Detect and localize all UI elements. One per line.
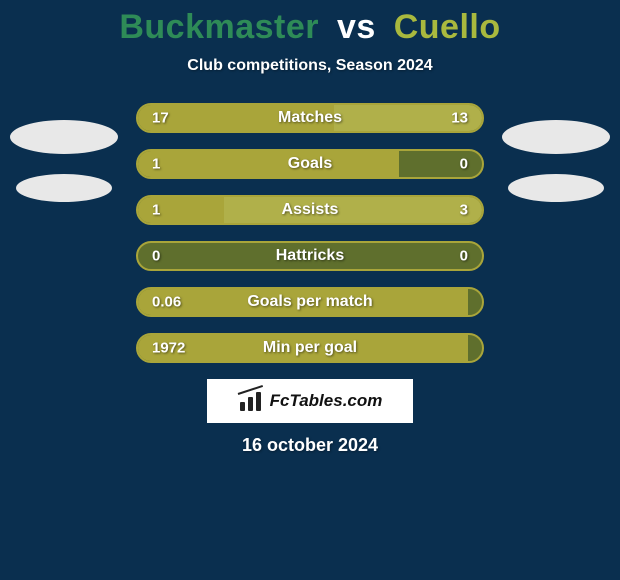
stat-row: 1972Min per goal [136,333,484,363]
stat-bar-left [138,197,224,223]
stats-list: 17Matches131Goals01Assists30Hattricks00.… [0,103,620,363]
stat-row: 0.06Goals per match [136,287,484,317]
stat-row: 1Goals0 [136,149,484,179]
comparison-card: Buckmaster vs Cuello Club competitions, … [0,0,620,580]
stat-bar-left [138,105,334,131]
brand-chart-icon [238,391,264,411]
stat-label: Hattricks [138,247,482,265]
stat-bar-right [334,105,482,131]
title-vs: vs [337,8,376,46]
stat-bar-left [138,289,468,315]
title-player2: Cuello [394,8,501,46]
brand-badge: FcTables.com [207,379,413,423]
subtitle: Club competitions, Season 2024 [0,57,620,75]
stat-row: 1Assists3 [136,195,484,225]
page-title: Buckmaster vs Cuello [0,8,620,47]
stat-value-right: 0 [460,248,468,265]
stat-value-left: 0 [152,248,160,265]
date-text: 16 october 2024 [0,435,620,456]
title-player1: Buckmaster [119,8,319,46]
stat-row: 17Matches13 [136,103,484,133]
stat-bar-left [138,335,468,361]
stat-bar-left [138,151,399,177]
brand-text: FcTables.com [270,391,383,411]
stat-row: 0Hattricks0 [136,241,484,271]
stat-bar-right [224,197,482,223]
stat-value-right: 0 [460,156,468,173]
